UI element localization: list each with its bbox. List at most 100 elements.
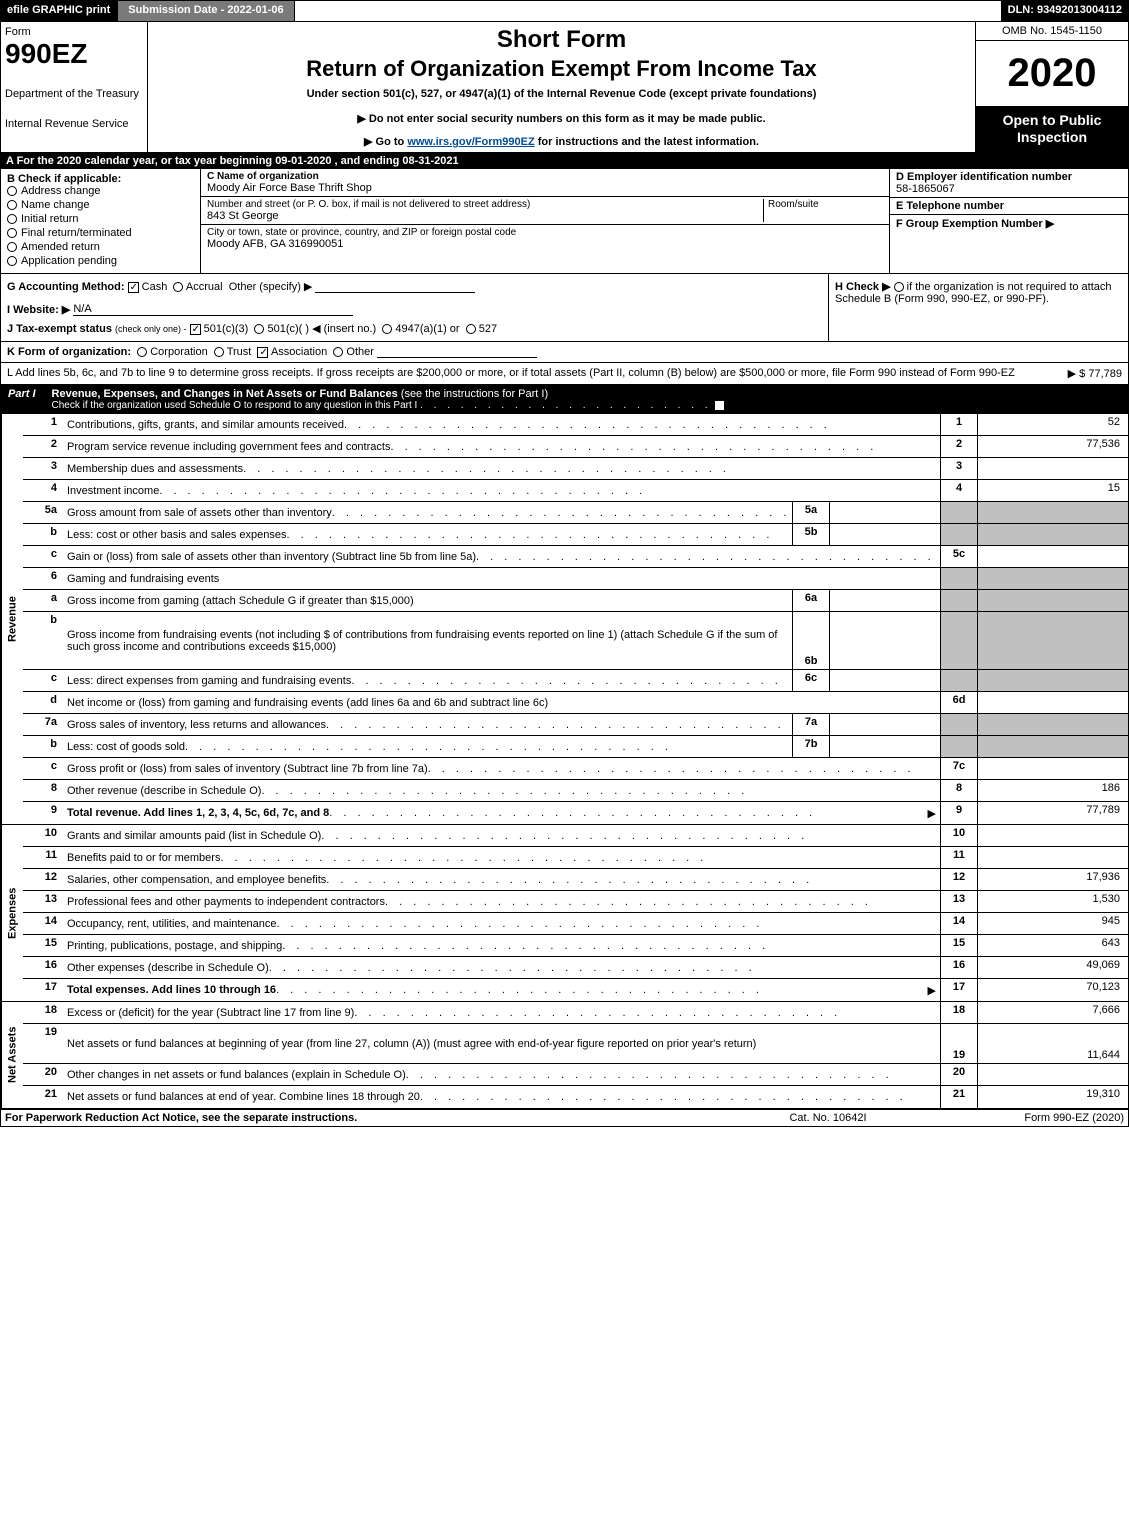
dots: . . . . . . . . . . . . . . . . . . . . …	[287, 529, 788, 541]
header-left: Form 990EZ Department of the Treasury In…	[1, 22, 148, 152]
row-amt: 49,069	[978, 957, 1128, 978]
g-label: G Accounting Method:	[7, 281, 125, 293]
dots: . . . . . . . . . . . . . . . . . . . . …	[420, 1091, 936, 1103]
row-11: 11Benefits paid to or for members. . . .…	[23, 847, 1128, 869]
dots: . . . . . . . . . . . . . . . . . . . . …	[351, 675, 788, 687]
row-amt: 643	[978, 935, 1128, 956]
website-value: N/A	[73, 303, 353, 316]
row-num: 5a	[23, 502, 63, 523]
netassets-body: 18 Excess or (deficit) for the year (Subt…	[23, 1002, 1128, 1108]
row-text: Other expenses (describe in Schedule O)	[67, 962, 269, 974]
row-ref	[940, 568, 978, 589]
k-corp: Corporation	[150, 346, 207, 358]
dots: . . . . . . . . . . . . . . . . . . . . …	[269, 962, 936, 974]
chk-527[interactable]	[466, 324, 476, 334]
row-num: c	[23, 670, 63, 691]
row-text: Excess or (deficit) for the year (Subtra…	[67, 1007, 354, 1019]
org-addr-value: 843 St George	[207, 210, 763, 222]
row-ref	[940, 590, 978, 611]
form-number: 990EZ	[5, 38, 143, 70]
row-amt: 19,310	[978, 1086, 1128, 1108]
row-ref: 9	[940, 802, 978, 824]
chk-corp[interactable]	[137, 347, 147, 357]
row-sub: 6c	[792, 670, 830, 691]
org-city-row: City or town, state or province, country…	[201, 225, 889, 252]
chk-schedo[interactable]	[714, 400, 725, 411]
row-ref	[940, 714, 978, 735]
chk-h[interactable]	[894, 282, 904, 292]
row-text: Contributions, gifts, grants, and simila…	[67, 419, 344, 431]
k-assoc: Association	[271, 346, 327, 358]
line-g: G Accounting Method: Cash Accrual Other …	[1, 274, 828, 341]
org-city-label: City or town, state or province, country…	[207, 227, 883, 238]
row-amt	[978, 825, 1128, 846]
row-6d: dNet income or (loss) from gaming and fu…	[23, 692, 1128, 714]
footer-catno: Cat. No. 10642I	[728, 1112, 928, 1124]
row-num: 11	[23, 847, 63, 868]
row-num: 10	[23, 825, 63, 846]
chk-assoc[interactable]	[257, 347, 268, 358]
row-amt	[978, 502, 1128, 523]
efile-label[interactable]: efile GRAPHIC print	[0, 0, 117, 22]
row-subval	[830, 714, 940, 735]
chk-other-org[interactable]	[333, 347, 343, 357]
row-amt: 7,666	[978, 1002, 1128, 1023]
dots: . . . . . . . . . . . . . . . . . . . . …	[344, 419, 936, 431]
row-text: Gross sales of inventory, less returns a…	[67, 719, 326, 731]
part1-tag: Part I	[8, 388, 36, 411]
row-ref: 10	[940, 825, 978, 846]
row-num: 12	[23, 869, 63, 890]
row-5a: 5a Gross amount from sale of assets other…	[23, 502, 1128, 524]
row-text: Less: direct expenses from gaming and fu…	[67, 675, 351, 687]
dots: . . . . . . . . . . . . . . . . . . . . …	[185, 741, 788, 753]
l-amount: ▶ $ 77,789	[1060, 367, 1122, 380]
row-ref	[940, 736, 978, 757]
part1-header: Part I Revenue, Expenses, and Changes in…	[0, 385, 1129, 414]
row-num: 16	[23, 957, 63, 978]
row-7b: bLess: cost of goods sold. . . . . . . .…	[23, 736, 1128, 758]
chk-501c[interactable]	[254, 324, 264, 334]
row-text: Salaries, other compensation, and employ…	[67, 874, 326, 886]
row-ref: 18	[940, 1002, 978, 1023]
i-label: I Website: ▶	[7, 304, 70, 316]
dln-label: DLN: 93492013004112	[1001, 0, 1129, 22]
row-num: d	[23, 692, 63, 713]
chk-application-pending[interactable]: Application pending	[7, 255, 194, 267]
row-num: 21	[23, 1086, 63, 1108]
row-text: Gross amount from sale of assets other t…	[67, 507, 332, 519]
dots: . . . . . . . . . . . . . . . . . . . . …	[243, 463, 936, 475]
j-527: 527	[479, 323, 497, 335]
chk-4947[interactable]	[382, 324, 392, 334]
room-label: Room/suite	[768, 199, 883, 210]
dots: . . . . . . . . . . . . . . . . . . . . …	[261, 785, 936, 797]
chk-address-change[interactable]: Address change	[7, 185, 194, 197]
row-num: 18	[23, 1002, 63, 1023]
k-other-input[interactable]	[377, 357, 537, 358]
g-other-input[interactable]	[315, 292, 475, 293]
row-3: 3Membership dues and assessments. . . . …	[23, 458, 1128, 480]
irs-link[interactable]: www.irs.gov/Form990EZ	[407, 136, 534, 148]
chk-final-return[interactable]: Final return/terminated	[7, 227, 194, 239]
k-label: K Form of organization:	[7, 346, 131, 358]
row-num: 3	[23, 458, 63, 479]
row-num: b	[23, 612, 63, 669]
chk-501c3[interactable]	[190, 324, 201, 335]
org-name-row: C Name of organization Moody Air Force B…	[201, 169, 889, 197]
line-j: J Tax-exempt status (check only one) - 5…	[7, 322, 822, 335]
chk-name-change[interactable]: Name change	[7, 199, 194, 211]
row-amt	[978, 1064, 1128, 1085]
row-5c: cGain or (loss) from sale of assets othe…	[23, 546, 1128, 568]
chk-initial-return[interactable]: Initial return	[7, 213, 194, 225]
dots: . . . . . . . . . . . . . . . . . . . . …	[159, 485, 936, 497]
chk-trust[interactable]	[214, 347, 224, 357]
chk-accrual[interactable]	[173, 282, 183, 292]
chk-cash[interactable]	[128, 282, 139, 293]
row-num: 2	[23, 436, 63, 457]
row-subval	[830, 670, 940, 691]
row-7a: 7aGross sales of inventory, less returns…	[23, 714, 1128, 736]
chk-amended[interactable]: Amended return	[7, 241, 194, 253]
j-4947: 4947(a)(1) or	[395, 323, 459, 335]
topbar-spacer	[295, 0, 1001, 22]
k-trust: Trust	[227, 346, 252, 358]
dots: . . . . . . . . . . . . . . . . . . . . …	[428, 763, 936, 775]
